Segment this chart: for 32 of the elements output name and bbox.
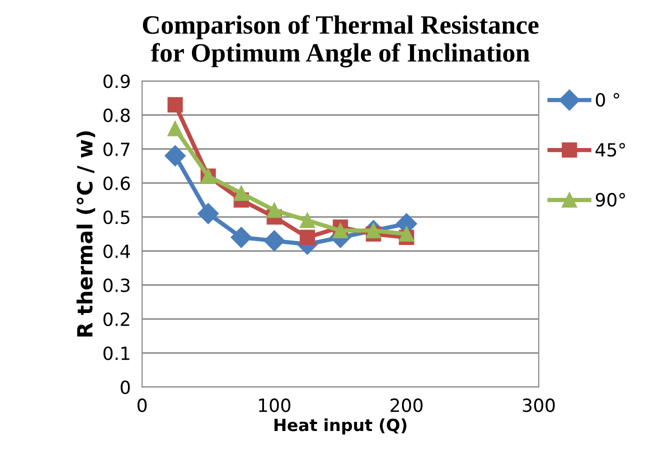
chart-title: Comparison of Thermal Resistance for Optimum Angle of Inclination	[142, 15, 538, 68]
y-tick-label: 0.1	[103, 346, 130, 360]
point	[300, 230, 316, 246]
y-tick-label: 0.5	[103, 210, 130, 224]
legend-label: 45°	[596, 142, 625, 157]
y-tick-label: 0.6	[103, 176, 130, 190]
point	[264, 230, 285, 252]
legend-label: 0 °	[596, 92, 620, 107]
point	[198, 203, 219, 224]
y-tick-label: 0	[120, 380, 130, 394]
y-tick-label: 0.4	[103, 244, 130, 258]
y-tick-label: 0.2	[103, 312, 130, 326]
point	[300, 212, 316, 228]
point	[398, 226, 414, 242]
x-tick-label: 300	[522, 398, 555, 412]
point	[332, 222, 348, 238]
point	[164, 145, 186, 166]
point	[168, 97, 183, 112]
y-tick-label: 0.8	[103, 108, 130, 122]
y-tick-label: 0.3	[103, 278, 130, 292]
x-axis-title: Heat input (Q)	[274, 418, 406, 434]
point	[266, 202, 282, 218]
x-tick-label: 100	[259, 398, 290, 412]
y-tick-label: 0.7	[103, 142, 130, 156]
point	[168, 120, 183, 136]
legend-label: 90°	[596, 192, 625, 207]
x-tick-label: 200	[390, 398, 423, 412]
point	[230, 226, 252, 248]
x-tick-label: 0	[138, 398, 147, 412]
point	[234, 186, 249, 201]
y-tick-label: 0.9	[103, 74, 130, 88]
y-axis-title: R thermal (°C / w)	[76, 131, 96, 336]
